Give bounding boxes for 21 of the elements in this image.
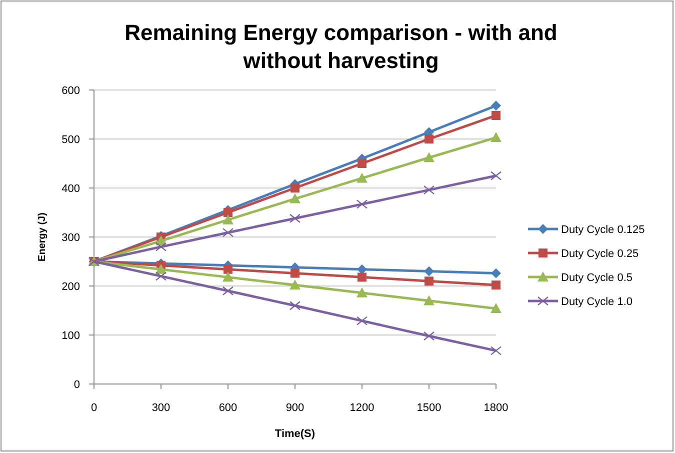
y-tick-label: 300 — [62, 232, 80, 244]
x-tick-label: 900 — [286, 402, 304, 414]
x-tick-label: 300 — [152, 402, 170, 414]
x-tick-label: 1500 — [416, 402, 442, 414]
legend-label: Duty Cycle 0.125 — [561, 224, 645, 236]
x-axis-title: Time(S) — [274, 428, 316, 440]
y-tick-label: 600 — [62, 85, 80, 97]
y-tick-label: 400 — [62, 183, 80, 195]
x-tick-label: 1200 — [350, 402, 374, 414]
chart-title: Remaining Energy comparison - with and without harvesting — [124, 20, 558, 73]
x-tick-label: 0 — [90, 402, 98, 414]
x-tick-label: 600 — [218, 402, 238, 414]
x-tick-label: 1800 — [484, 402, 508, 414]
y-axis-title: Energy (J) — [37, 212, 48, 262]
y-tick-label: 0 — [74, 379, 80, 391]
legend-label: Duty Cycle 0.25 — [561, 248, 639, 260]
y-tick-label: 200 — [62, 281, 80, 293]
y-tick-label: 500 — [62, 134, 80, 146]
legend-label: Duty Cycle 1.0 — [561, 296, 633, 308]
legend-label: Duty Cycle 0.5 — [561, 272, 633, 284]
y-tick-label: 100 — [62, 330, 80, 342]
